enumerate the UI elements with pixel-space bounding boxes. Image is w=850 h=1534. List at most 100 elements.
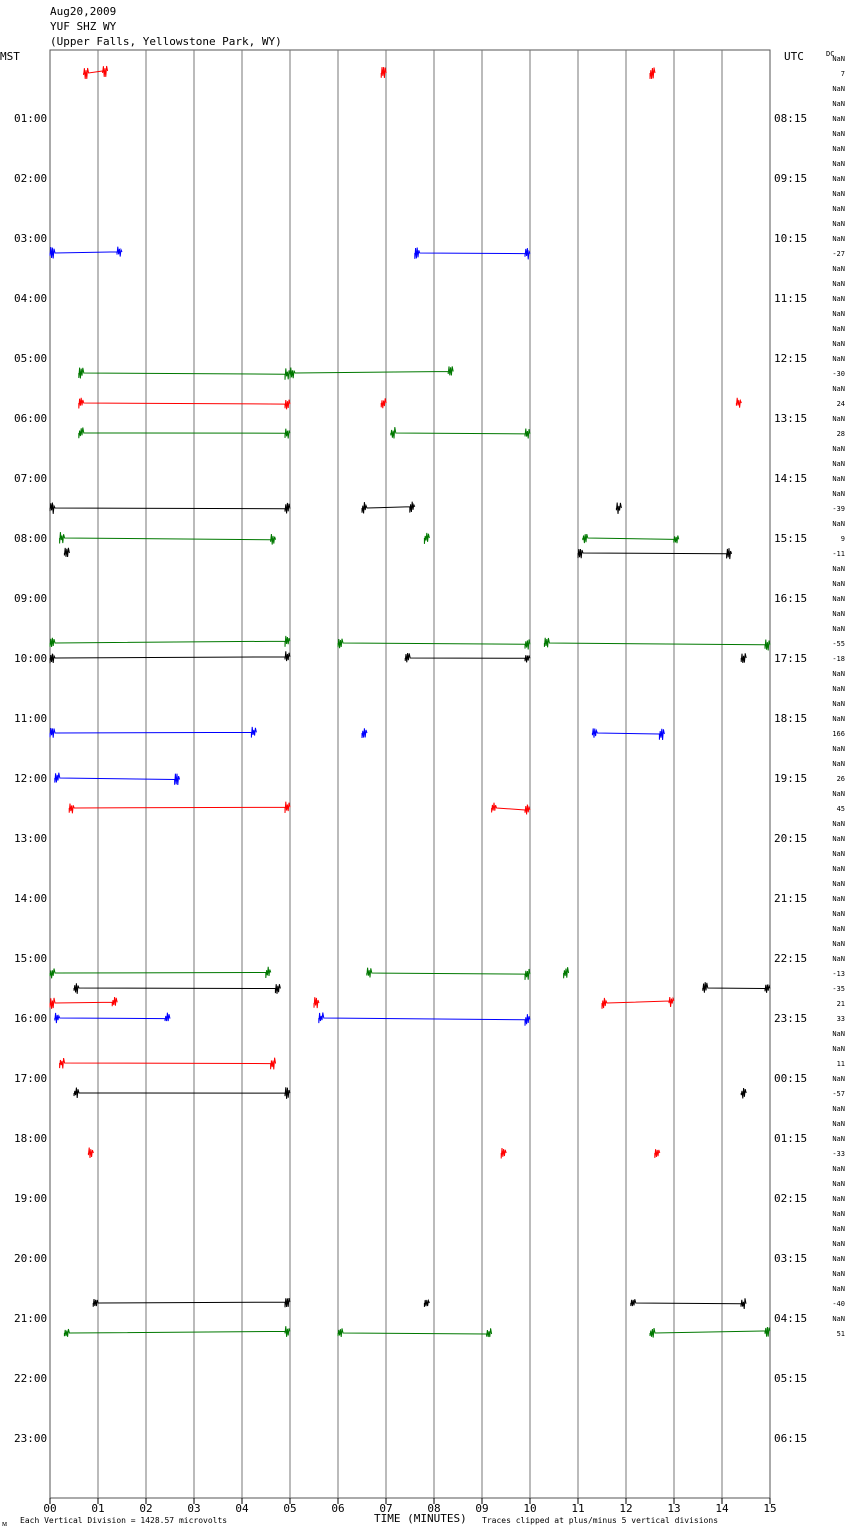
- trace-segment: [390, 427, 531, 439]
- dc-offset-value: NaN: [832, 1180, 845, 1188]
- dc-offset-value: NaN: [832, 700, 845, 708]
- utc-hour-label: 23:15: [774, 1012, 807, 1025]
- trace-segment: [49, 635, 291, 647]
- dc-offset-value: NaN: [832, 145, 845, 153]
- trace-segment: [83, 65, 109, 79]
- dc-offset-value: NaN: [832, 475, 845, 483]
- y-labels: 01:00 08:15 02:00 09:15 03:00 10:15 04:00 11:15…: [14, 55, 845, 1445]
- trace-segment: [337, 638, 531, 650]
- dc-offset-value: NaN: [832, 115, 845, 123]
- dc-offset-value: NaN: [832, 490, 845, 498]
- dc-offset-value: NaN: [832, 55, 845, 63]
- dc-offset-value: -35: [832, 985, 845, 993]
- dc-offset-value: 28: [837, 430, 845, 438]
- dc-offset-value: NaN: [832, 1270, 845, 1278]
- trace-segment: [491, 802, 531, 815]
- trace-segment: [380, 398, 387, 409]
- trace-segment: [78, 367, 291, 380]
- dc-offset-value: -30: [832, 370, 845, 378]
- mst-hour-label: 01:00: [14, 112, 47, 125]
- station-label: YUF SHZ WY: [50, 20, 117, 33]
- dc-offset-value: NaN: [832, 865, 845, 873]
- utc-hour-label: 03:15: [774, 1252, 807, 1265]
- trace-segment: [735, 397, 742, 408]
- utc-hour-label: 06:15: [774, 1432, 807, 1445]
- dc-offset-value: NaN: [832, 160, 845, 168]
- mst-hour-label: 22:00: [14, 1372, 47, 1385]
- dc-offset-value: NaN: [832, 460, 845, 468]
- mst-hour-label: 17:00: [14, 1072, 47, 1085]
- dc-offset-value: 24: [837, 400, 845, 408]
- dc-offset-value: NaN: [832, 790, 845, 798]
- mst-hour-label: 12:00: [14, 772, 47, 785]
- mst-hour-label: 21:00: [14, 1312, 47, 1325]
- utc-hour-label: 17:15: [774, 652, 807, 665]
- mst-hour-label: 04:00: [14, 292, 47, 305]
- trace-segment: [361, 501, 416, 514]
- x-tick-label: 09: [475, 1502, 488, 1515]
- utc-hour-label: 10:15: [774, 232, 807, 245]
- dc-offset-value: NaN: [832, 235, 845, 243]
- trace-segment: [92, 1297, 291, 1308]
- trace-segment: [577, 548, 733, 560]
- dc-offset-value: NaN: [832, 715, 845, 723]
- trace-segment: [591, 728, 665, 741]
- utc-hour-label: 01:15: [774, 1132, 807, 1145]
- trace-segment: [54, 1012, 171, 1024]
- trace-segment: [78, 397, 291, 410]
- utc-hour-label: 18:15: [774, 712, 807, 725]
- dc-offset-value: NaN: [832, 1285, 845, 1293]
- trace-segment: [318, 1012, 531, 1026]
- trace-segment: [366, 967, 531, 980]
- dc-offset-value: NaN: [832, 130, 845, 138]
- x-tick-label: 02: [139, 1502, 152, 1515]
- footer-left-note: Each Vertical Division = 1428.57 microvo…: [20, 1516, 227, 1525]
- trace-segment: [49, 651, 291, 664]
- trace-segment: [380, 67, 387, 79]
- x-tick-label: 01: [91, 1502, 104, 1515]
- trace-segment: [289, 366, 454, 379]
- x-tick-label: 10: [523, 1502, 536, 1515]
- mst-hour-label: 06:00: [14, 412, 47, 425]
- utc-hour-label: 13:15: [774, 412, 807, 425]
- x-tick-label: 04: [235, 1502, 249, 1515]
- dc-offset-value: NaN: [832, 850, 845, 858]
- dc-offset-value: NaN: [832, 895, 845, 903]
- mst-hour-label: 08:00: [14, 532, 47, 545]
- x-tick-label: 08: [427, 1502, 440, 1515]
- dc-offset-value: NaN: [832, 625, 845, 633]
- trace-segment: [649, 1326, 771, 1338]
- dc-offset-value: NaN: [832, 1255, 845, 1263]
- dc-offset-value: NaN: [832, 190, 845, 198]
- location-label: (Upper Falls, Yellowstone Park, WY): [50, 35, 282, 48]
- x-axis-title: TIME (MINUTES): [374, 1512, 467, 1525]
- x-tick-label: 07: [379, 1502, 392, 1515]
- dc-offset-value: NaN: [832, 910, 845, 918]
- grid: [49, 49, 771, 1499]
- corner-mark: ᴍ: [2, 1519, 7, 1528]
- trace-segment: [361, 728, 368, 739]
- trace-segment: [313, 997, 320, 1009]
- left-timezone-label: MST: [0, 50, 20, 63]
- trace-segment: [423, 532, 430, 544]
- dc-offset-value: NaN: [832, 1240, 845, 1248]
- mst-hour-label: 10:00: [14, 652, 47, 665]
- traces: [49, 65, 771, 1338]
- trace-segment: [63, 547, 70, 557]
- trace-segment: [500, 1148, 507, 1159]
- dc-offset-value: 166: [832, 730, 845, 738]
- mst-hour-label: 11:00: [14, 712, 47, 725]
- utc-hour-label: 22:15: [774, 952, 807, 965]
- mst-hour-label: 03:00: [14, 232, 47, 245]
- utc-hour-label: 05:15: [774, 1372, 807, 1385]
- trace-segment: [63, 1326, 291, 1337]
- utc-hour-label: 15:15: [774, 532, 807, 545]
- trace-segment: [649, 67, 656, 79]
- trace-segment: [601, 996, 675, 1009]
- dc-offset-value: NaN: [832, 220, 845, 228]
- utc-hour-label: 02:15: [774, 1192, 807, 1205]
- dc-offset-value: NaN: [832, 415, 845, 423]
- trace-segment: [59, 1057, 277, 1070]
- dc-offset-value: NaN: [832, 745, 845, 753]
- dc-offset-value: NaN: [832, 310, 845, 318]
